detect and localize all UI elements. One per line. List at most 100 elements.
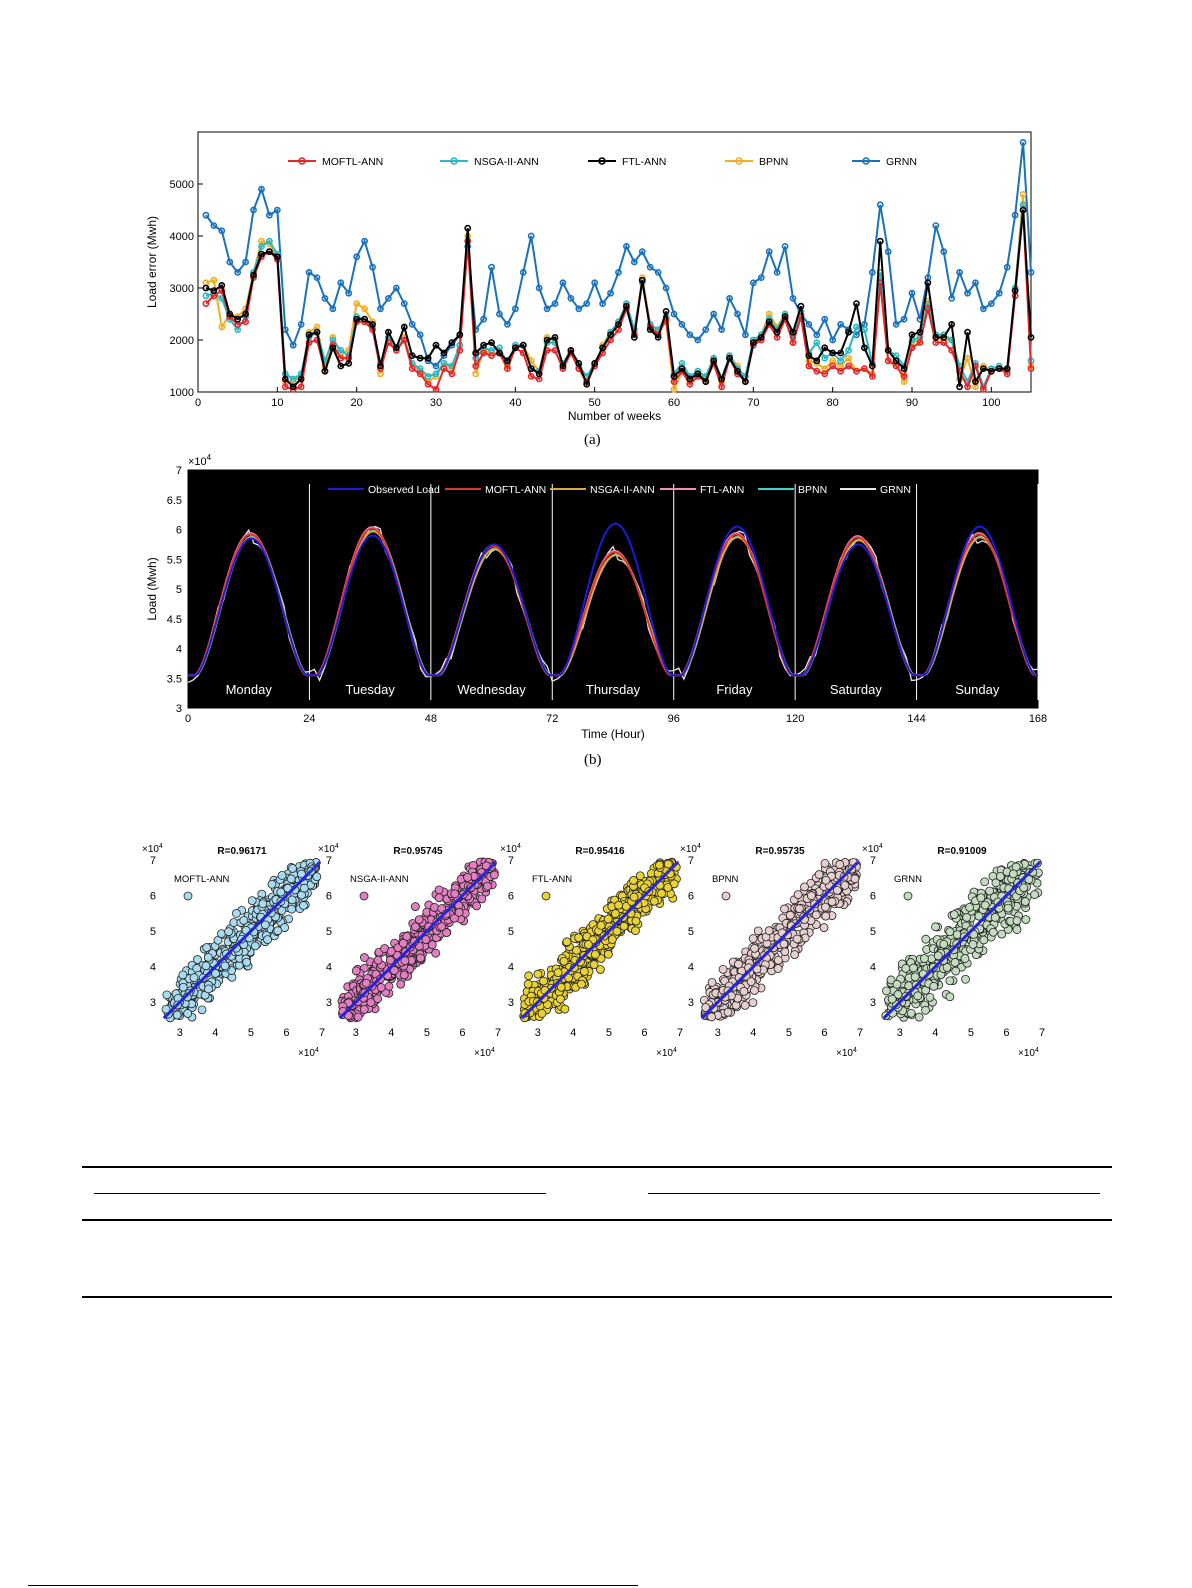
scatter-point (997, 929, 1007, 939)
y-exponent: ×104 (680, 843, 701, 855)
exponent-base: ×10 (500, 844, 517, 855)
scatter-point (539, 976, 548, 986)
scatter-point (921, 1005, 930, 1015)
scatter-point (980, 900, 990, 910)
day-label: Monday (226, 682, 273, 697)
data-point (813, 367, 821, 375)
y-tick-label: 3.5 (167, 673, 182, 685)
y-tick-label: 6 (870, 891, 876, 903)
y-exponent: ×104 (188, 453, 212, 468)
data-point (805, 352, 813, 359)
data-point (408, 365, 416, 372)
scatter-point (193, 955, 202, 964)
scatter-point (359, 1005, 369, 1014)
plot-area (187, 469, 1039, 709)
scatter-point (901, 963, 911, 973)
data-point (734, 310, 741, 318)
scatter-point (663, 883, 673, 892)
y-axis-label: Load error (Mwh) (145, 216, 159, 308)
data-point (424, 354, 432, 362)
data-point (361, 315, 368, 323)
legend-label: MOFTL-ANN (174, 874, 230, 885)
data-point (250, 206, 257, 214)
data-point (202, 211, 210, 219)
y-tick-label: 7 (150, 855, 156, 867)
scatter-point (410, 922, 420, 932)
data-point (353, 300, 361, 307)
scatter-point (792, 934, 802, 944)
data-point (845, 354, 852, 362)
data-point (488, 339, 495, 346)
data-point (916, 339, 924, 346)
x-tick-label: 5 (786, 1027, 792, 1039)
exponent-power: 4 (335, 843, 339, 850)
legend-marker (903, 891, 913, 901)
data-point (218, 323, 226, 331)
y-exponent: ×104 (862, 843, 883, 855)
x-tick-label: 168 (1029, 713, 1047, 725)
x-tick-label: 0 (195, 397, 201, 409)
data-point (321, 294, 329, 302)
day-label: Sunday (955, 682, 1000, 697)
data-point (496, 349, 503, 357)
scatter-point (454, 908, 464, 917)
data-point (527, 232, 535, 240)
x-tick-label: 7 (319, 1027, 325, 1039)
data-point (868, 372, 876, 380)
exponent-base: ×10 (862, 844, 879, 855)
scatter-point (572, 945, 581, 955)
scatter-point (411, 902, 420, 911)
data-point (995, 289, 1003, 297)
scatter-point (753, 926, 763, 936)
scatter-point (718, 964, 728, 974)
scatter-point (590, 950, 600, 959)
y-tick-label: 5 (150, 926, 156, 938)
scatter-point (217, 929, 226, 939)
legend-label: BPNN (798, 484, 827, 496)
data-point (734, 367, 741, 375)
x-tick-label: 5 (606, 1027, 612, 1039)
weekly-load-forecast-chart: 33.544.555.566.570 24 48 72 96 120 144 168×104T… (145, 453, 1047, 741)
data-point (789, 294, 797, 302)
data-point (940, 248, 948, 255)
scatter-point (811, 910, 821, 920)
exponent-power: 4 (673, 1047, 677, 1054)
series-line (205, 142, 1032, 368)
data-point (416, 370, 424, 378)
scatter-point (723, 1007, 733, 1017)
scatter-point (299, 901, 308, 910)
data-point (210, 287, 218, 294)
data-point (638, 276, 646, 284)
data-point (543, 336, 551, 344)
legend-marker (359, 891, 369, 901)
scatter-point (400, 956, 410, 966)
data-point (329, 305, 337, 313)
scatter-point (553, 968, 563, 978)
y-tick-label: 2000 (170, 335, 194, 347)
data-point (432, 341, 440, 349)
data-point (678, 365, 686, 372)
data-point (591, 359, 599, 367)
scatter-point (929, 981, 939, 991)
legend-label: GRNN (894, 874, 922, 885)
scatter-point (564, 973, 574, 983)
scatter-point (260, 920, 270, 930)
table-top-rule (82, 1166, 1112, 1168)
scatter-point (373, 955, 383, 965)
scatter-point (533, 969, 543, 979)
data-point (853, 367, 860, 375)
scatter-point (312, 872, 322, 882)
scatter-point (583, 940, 593, 949)
scatter-point (909, 963, 918, 973)
y-tick-label: 3 (326, 997, 332, 1009)
x-tick-label: 6 (459, 1027, 465, 1039)
scatter-point (556, 982, 566, 992)
scatter-point (840, 880, 850, 890)
scatter-point (790, 950, 800, 960)
exponent-base: ×10 (680, 844, 697, 855)
scatter-point (734, 959, 743, 969)
scatter-point (524, 971, 534, 981)
scatter-point (961, 974, 970, 984)
x-tick-label: 3 (535, 1027, 541, 1039)
